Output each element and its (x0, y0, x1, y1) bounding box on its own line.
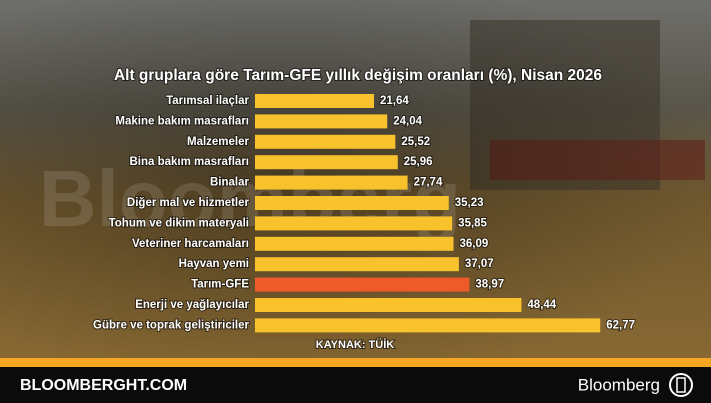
bar (255, 196, 449, 210)
footer-site: BLOOMBERGHT.COM (20, 377, 187, 394)
value-label: 62,77 (606, 319, 635, 331)
category-label: Tarım-GFE (191, 279, 249, 291)
value-label: 24,04 (393, 115, 422, 127)
category-label: Gübre ve toprak geliştiriciler (93, 319, 249, 331)
category-label: Tohum ve dikim materyali (109, 217, 249, 229)
bar (255, 155, 398, 169)
value-label: 37,07 (465, 258, 494, 270)
bar (255, 135, 395, 149)
category-label: Enerji ve yağlayıcılar (135, 299, 249, 311)
bar (255, 257, 459, 271)
bar (255, 298, 521, 312)
category-label: Binalar (210, 177, 250, 189)
category-label: Tarımsal ilaçlar (166, 95, 249, 107)
bar (255, 216, 452, 230)
footer-stripe (0, 358, 711, 367)
chart-title: Alt gruplara göre Tarım-GFE yıllık değiş… (114, 67, 602, 84)
category-label: Veteriner harcamaları (132, 238, 249, 250)
category-label: Malzemeler (187, 136, 250, 148)
category-label: Makine bakım masrafları (115, 115, 249, 127)
value-label: 25,52 (401, 136, 430, 148)
value-label: 38,97 (475, 279, 504, 291)
category-label: Diğer mal ve hizmetler (127, 197, 250, 209)
value-label: 21,64 (380, 95, 409, 107)
value-label: 35,85 (458, 217, 487, 229)
footer-brand: Bloomberg (578, 375, 660, 394)
bar (255, 114, 387, 128)
value-label: 36,09 (459, 238, 488, 250)
chart: Bloomberg Alt gruplara göre Tarım-GFE yı… (0, 0, 711, 403)
bar (255, 278, 469, 292)
value-label: 48,44 (527, 299, 556, 311)
value-label: 35,23 (455, 197, 484, 209)
value-label: 27,74 (414, 177, 443, 189)
value-label: 25,96 (404, 156, 433, 168)
bar (255, 237, 453, 251)
source: KAYNAK: TÜİK (316, 338, 394, 351)
category-label: Bina bakım masrafları (129, 156, 249, 168)
bar (255, 318, 600, 332)
bar (255, 94, 374, 108)
bar (255, 176, 408, 190)
category-label: Hayvan yemi (179, 258, 249, 270)
